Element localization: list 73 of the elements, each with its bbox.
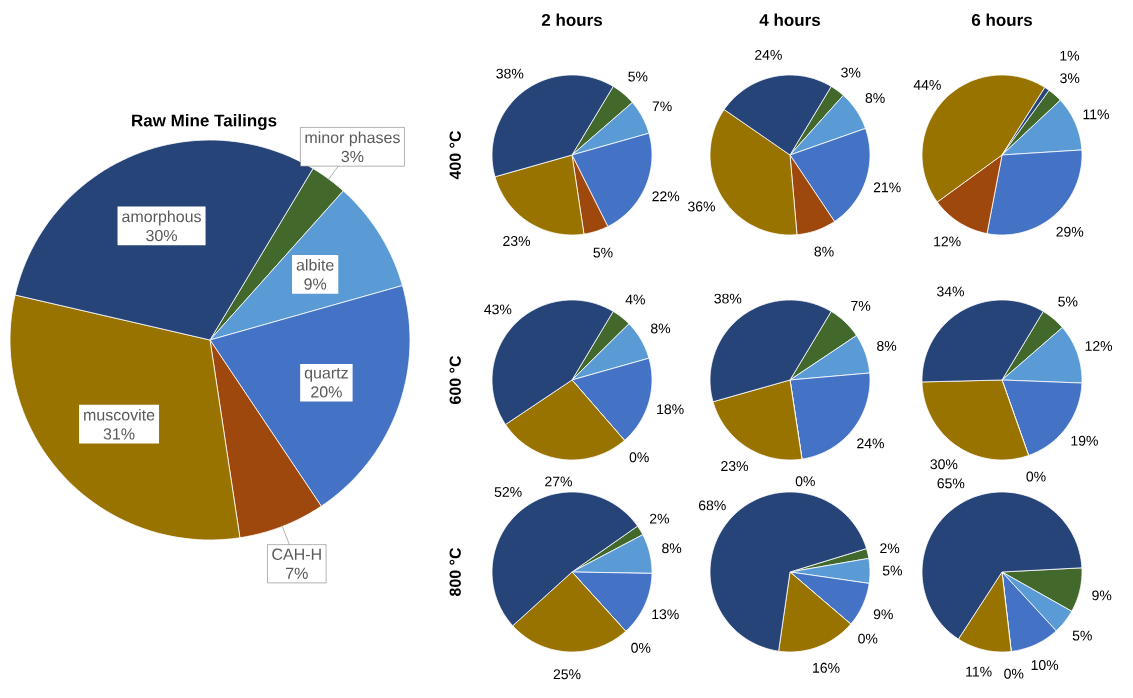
data-label: 1% [1060,50,1080,61]
data-label: 29% [1056,226,1084,237]
data-label: 4% [625,294,645,305]
data-label: 44% [913,79,941,90]
data-label: 22% [652,191,680,202]
data-label: 23% [503,236,531,247]
chart-title: 4 hours [759,13,820,27]
data-label: 34% [937,286,964,297]
data-label: 5% [593,247,613,258]
text: 0% [1026,471,1046,482]
data-label: 20% [311,386,342,398]
data-label: 23% [721,461,749,472]
slice-label: albite [296,258,334,271]
text: 0% [629,452,649,463]
text: 600 °C [449,355,461,404]
chart-title: 2 hours [541,13,602,27]
data-label: 19% [1071,435,1098,446]
data-label: 68% [698,500,726,511]
text: 0% [795,476,815,487]
data-label: 3% [1060,73,1080,84]
chart-title: 6 hours [971,13,1032,27]
slice-label: CAH-H [272,548,321,560]
text: 0% [858,633,878,644]
data-label: 38% [714,293,742,304]
data-label: 5% [1072,630,1092,641]
data-label: 52% [494,487,522,497]
data-label: 27% [545,476,572,487]
data-label: 25% [553,669,581,680]
data-label: 11% [966,666,992,677]
data-label: 24% [755,49,782,60]
slice-label: muscovite [84,408,155,421]
data-label: 7% [851,300,871,311]
data-label: 13% [652,609,679,620]
data-label: 18% [657,404,684,415]
text: 800 °C [449,547,461,597]
text: 400 °C [449,130,461,180]
data-label: 16% [813,662,840,673]
data-label: 24% [857,438,884,449]
data-label: 30% [930,459,958,470]
data-label: 3% [841,67,861,78]
data-label: 2% [880,543,900,554]
data-label: 9% [1092,590,1112,601]
data-label: 12% [1085,341,1113,351]
data-label: 38% [496,68,524,79]
data-label: 2% [649,513,670,524]
data-label: 8% [651,323,671,334]
data-label: 9% [873,609,893,620]
data-label: 9% [304,278,327,290]
data-label: 8% [662,543,682,554]
data-label: 36% [688,201,716,212]
data-label: 7% [286,567,308,579]
data-label: 31% [103,428,135,440]
data-label: 5% [1058,296,1078,307]
chart-title: Raw Mine Tailings [132,114,277,130]
data-label: 12% [934,236,961,247]
data-label: 43% [484,304,512,315]
data-label: 7% [652,101,672,112]
data-label: 8% [865,93,885,103]
data-label: 5% [628,71,648,82]
data-label: 65% [937,478,965,489]
data-label: 21% [873,182,901,193]
data-label: 11% [1083,109,1109,120]
data-label: 8% [814,246,834,257]
text: 0% [631,642,651,653]
data-label: 5% [882,565,903,576]
data-label: 8% [877,341,897,351]
data-label: 10% [1031,660,1059,671]
slice-label: minor phases [305,131,400,147]
data-label: 30% [146,229,177,242]
slice-label: amorphous [122,210,201,226]
data-label: 3% [341,150,364,163]
slice-label: quartz [304,368,348,382]
text: 0% [1004,668,1024,679]
